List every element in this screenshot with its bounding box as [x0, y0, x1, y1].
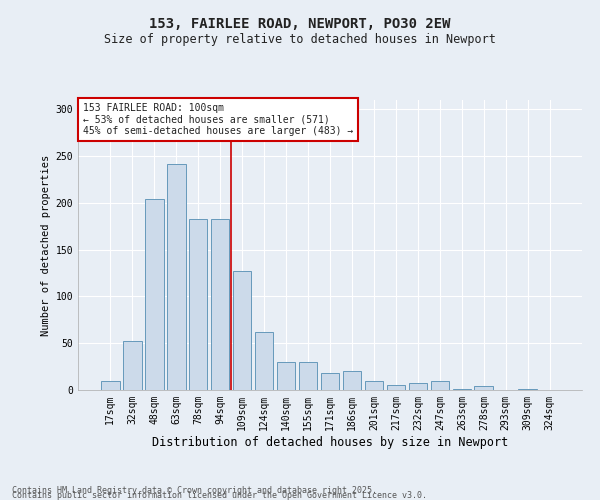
Text: Contains HM Land Registry data © Crown copyright and database right 2025.: Contains HM Land Registry data © Crown c…	[12, 486, 377, 495]
Bar	[101, 380, 119, 390]
Text: 153, FAIRLEE ROAD, NEWPORT, PO30 2EW: 153, FAIRLEE ROAD, NEWPORT, PO30 2EW	[149, 18, 451, 32]
Bar	[343, 372, 361, 390]
Bar	[211, 219, 229, 390]
Bar	[409, 382, 427, 390]
Bar	[431, 380, 449, 390]
Bar	[255, 332, 274, 390]
Bar	[320, 373, 340, 390]
Bar	[452, 389, 471, 390]
Bar	[233, 271, 251, 390]
Bar	[386, 386, 405, 390]
Text: Size of property relative to detached houses in Newport: Size of property relative to detached ho…	[104, 32, 496, 46]
Text: 153 FAIRLEE ROAD: 100sqm
← 53% of detached houses are smaller (571)
45% of semi-: 153 FAIRLEE ROAD: 100sqm ← 53% of detach…	[83, 103, 353, 136]
Y-axis label: Number of detached properties: Number of detached properties	[41, 154, 52, 336]
Text: Contains public sector information licensed under the Open Government Licence v3: Contains public sector information licen…	[12, 491, 427, 500]
Bar	[365, 380, 383, 390]
Bar	[145, 199, 164, 390]
Bar	[518, 389, 537, 390]
Bar	[189, 219, 208, 390]
Bar	[167, 164, 185, 390]
Bar	[475, 386, 493, 390]
Bar	[123, 342, 142, 390]
X-axis label: Distribution of detached houses by size in Newport: Distribution of detached houses by size …	[152, 436, 508, 448]
Bar	[277, 362, 295, 390]
Bar	[299, 362, 317, 390]
